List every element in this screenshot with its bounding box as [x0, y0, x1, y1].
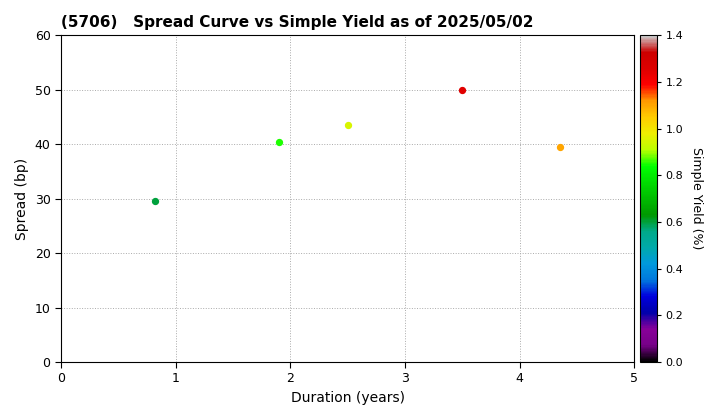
X-axis label: Duration (years): Duration (years): [291, 391, 405, 405]
Y-axis label: Simple Yield (%): Simple Yield (%): [690, 147, 703, 250]
Point: [342, 122, 354, 129]
Point: [456, 87, 468, 93]
Point: [273, 138, 284, 145]
Y-axis label: Spread (bp): Spread (bp): [15, 158, 29, 240]
Point: [554, 144, 565, 150]
Text: (5706)   Spread Curve vs Simple Yield as of 2025/05/02: (5706) Spread Curve vs Simple Yield as o…: [61, 15, 534, 30]
Point: [149, 198, 161, 205]
